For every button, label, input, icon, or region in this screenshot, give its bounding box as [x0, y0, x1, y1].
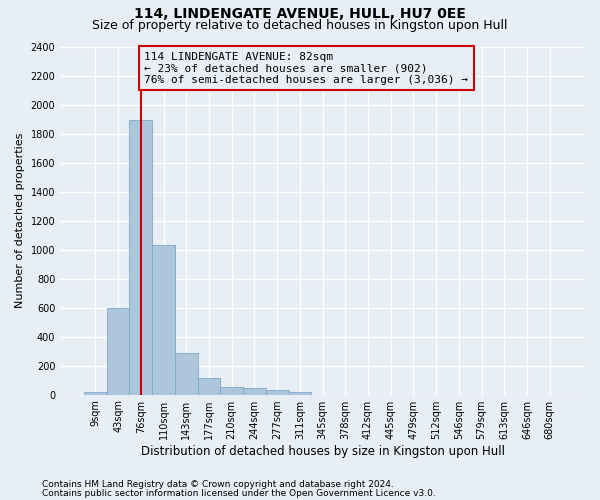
Bar	[130, 120, 152, 394]
Bar	[152, 245, 175, 394]
Bar	[175, 352, 197, 395]
Text: 114, LINDENGATE AVENUE, HULL, HU7 0EE: 114, LINDENGATE AVENUE, HULL, HU7 0EE	[134, 8, 466, 22]
Y-axis label: Number of detached properties: Number of detached properties	[15, 133, 25, 308]
Bar	[266, 390, 289, 394]
Bar	[243, 388, 266, 394]
Bar	[84, 392, 107, 394]
Text: Contains public sector information licensed under the Open Government Licence v3: Contains public sector information licen…	[42, 488, 436, 498]
Text: Contains HM Land Registry data © Crown copyright and database right 2024.: Contains HM Land Registry data © Crown c…	[42, 480, 394, 489]
Text: Size of property relative to detached houses in Kingston upon Hull: Size of property relative to detached ho…	[92, 19, 508, 32]
Text: 114 LINDENGATE AVENUE: 82sqm
← 23% of detached houses are smaller (902)
76% of s: 114 LINDENGATE AVENUE: 82sqm ← 23% of de…	[144, 52, 468, 85]
Bar	[220, 388, 243, 394]
X-axis label: Distribution of detached houses by size in Kingston upon Hull: Distribution of detached houses by size …	[140, 444, 505, 458]
Bar	[197, 378, 220, 394]
Bar	[289, 392, 311, 394]
Bar	[107, 308, 130, 394]
